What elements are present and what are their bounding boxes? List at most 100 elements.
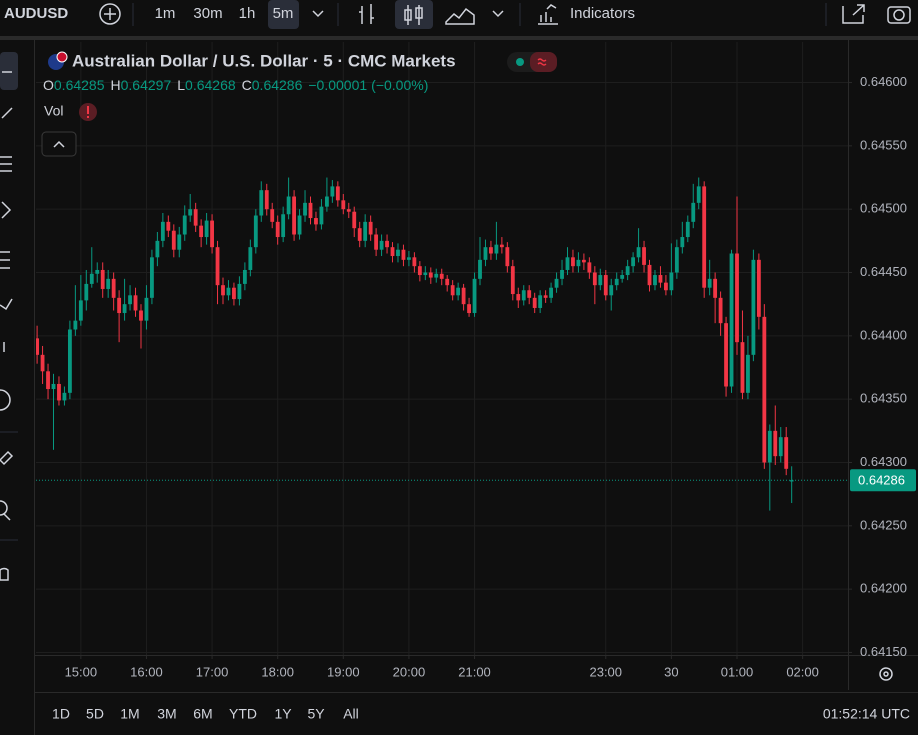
candle-body xyxy=(702,186,707,288)
candles-icon[interactable] xyxy=(404,5,423,25)
candle-body xyxy=(740,342,745,393)
change: −0.00001 xyxy=(308,77,367,93)
candle-body xyxy=(746,354,750,393)
ohlc-key: H xyxy=(111,77,121,93)
range[interactable]: 3M xyxy=(157,706,176,722)
candle-body xyxy=(428,272,433,278)
top-toolbar: AUDUSD 1m 30m 1h 5m Indicators xyxy=(4,0,911,29)
zoom-icon[interactable] xyxy=(0,500,8,516)
candle-body xyxy=(335,186,340,201)
active-tool-bg xyxy=(0,52,18,90)
candle-body xyxy=(603,275,608,296)
interval[interactable]: 5m xyxy=(273,5,294,22)
candle-body xyxy=(756,259,761,317)
candle-body xyxy=(598,275,603,286)
symbol[interactable]: AUDUSD xyxy=(4,5,68,22)
candle-body xyxy=(160,221,165,241)
candle-body xyxy=(117,297,122,314)
camera-lens xyxy=(893,9,905,21)
interval[interactable]: 1m xyxy=(155,5,176,22)
active-interval-bg xyxy=(268,0,299,29)
style-menu[interactable] xyxy=(492,10,504,18)
candle-body xyxy=(40,354,45,372)
tool-icon[interactable] xyxy=(0,298,13,311)
candle-body xyxy=(368,221,373,235)
clock[interactable]: 01:52:14 UTC xyxy=(823,706,910,722)
bars-icon[interactable] xyxy=(359,4,374,24)
candle-body xyxy=(565,257,570,270)
range[interactable]: All xyxy=(343,706,359,722)
candle-body xyxy=(374,234,379,250)
candle-body xyxy=(554,278,559,288)
range[interactable]: 1D xyxy=(52,706,70,722)
range[interactable]: YTD xyxy=(229,706,257,722)
x-tick-label: 01:00 xyxy=(721,664,754,679)
candle-body xyxy=(587,262,592,273)
tool-icon[interactable] xyxy=(0,389,11,411)
range[interactable]: 1Y xyxy=(274,706,292,722)
lock-icon[interactable] xyxy=(0,567,9,581)
interval[interactable]: 1h xyxy=(239,5,256,22)
candle-body xyxy=(36,338,40,355)
flag-icon xyxy=(56,51,68,63)
candle-body xyxy=(319,206,324,225)
tool-icon[interactable] xyxy=(1,107,13,119)
y-tick-label: 0.64250 xyxy=(860,517,907,532)
indicators-icon[interactable] xyxy=(538,4,558,25)
tool-icon[interactable] xyxy=(0,156,12,172)
candle-body xyxy=(286,196,291,215)
candle-body xyxy=(210,220,214,248)
x-tick-label: 17:00 xyxy=(196,664,229,679)
candle-body xyxy=(51,383,56,390)
y-tick-label: 0.64300 xyxy=(860,454,907,469)
indicators[interactable]: Indicators xyxy=(570,5,635,22)
candle-body xyxy=(549,287,554,298)
candle-body xyxy=(204,220,209,238)
tool-icon[interactable] xyxy=(0,450,14,466)
candle-body xyxy=(193,209,198,226)
candle-body xyxy=(171,230,176,250)
candle-body xyxy=(221,285,225,296)
candle-body xyxy=(664,282,668,291)
ohlc-value: 0.64286 xyxy=(252,77,303,93)
interval[interactable]: 30m xyxy=(193,5,222,22)
candle-body xyxy=(95,269,100,274)
tool-icon[interactable] xyxy=(0,251,10,269)
collapse-button[interactable] xyxy=(41,131,77,157)
range[interactable]: 6M xyxy=(193,706,212,722)
candle-body xyxy=(232,287,236,300)
area-icon[interactable] xyxy=(445,7,475,25)
candle-body xyxy=(521,290,526,301)
x-tick-label: 30 xyxy=(664,664,678,679)
candle-body xyxy=(57,383,61,401)
candle-body xyxy=(412,257,417,267)
candle-body xyxy=(275,221,280,238)
interval-menu[interactable] xyxy=(312,10,324,18)
candle-body xyxy=(527,290,532,298)
range[interactable]: 5D xyxy=(86,706,104,722)
y-tick-label: 0.64500 xyxy=(860,201,907,216)
candle-body xyxy=(324,196,329,207)
candle-body xyxy=(242,269,247,284)
zoom-icon xyxy=(3,513,11,521)
candle-body xyxy=(538,295,543,308)
y-tick-label: 0.64550 xyxy=(860,137,907,152)
candle-body xyxy=(450,285,455,296)
candle-body xyxy=(439,273,444,279)
add-symbol[interactable] xyxy=(99,3,121,25)
tool-icon[interactable] xyxy=(1,201,12,219)
publish-icon[interactable] xyxy=(842,4,865,24)
settings-icon[interactable] xyxy=(879,667,893,681)
range[interactable]: 5Y xyxy=(307,706,325,722)
candle-body xyxy=(625,266,630,276)
candle-body xyxy=(73,320,78,330)
camera-icon[interactable] xyxy=(887,6,911,24)
candle-body xyxy=(133,295,138,311)
candle-body xyxy=(297,215,302,235)
x-tick-label: 20:00 xyxy=(393,664,426,679)
chart-title: Australian Dollar / U.S. Dollar · 5 · CM… xyxy=(72,51,456,70)
candle-body xyxy=(784,437,789,469)
y-tick-label: 0.64200 xyxy=(860,581,907,596)
range[interactable]: 1M xyxy=(120,706,139,722)
candle-body xyxy=(150,257,154,298)
